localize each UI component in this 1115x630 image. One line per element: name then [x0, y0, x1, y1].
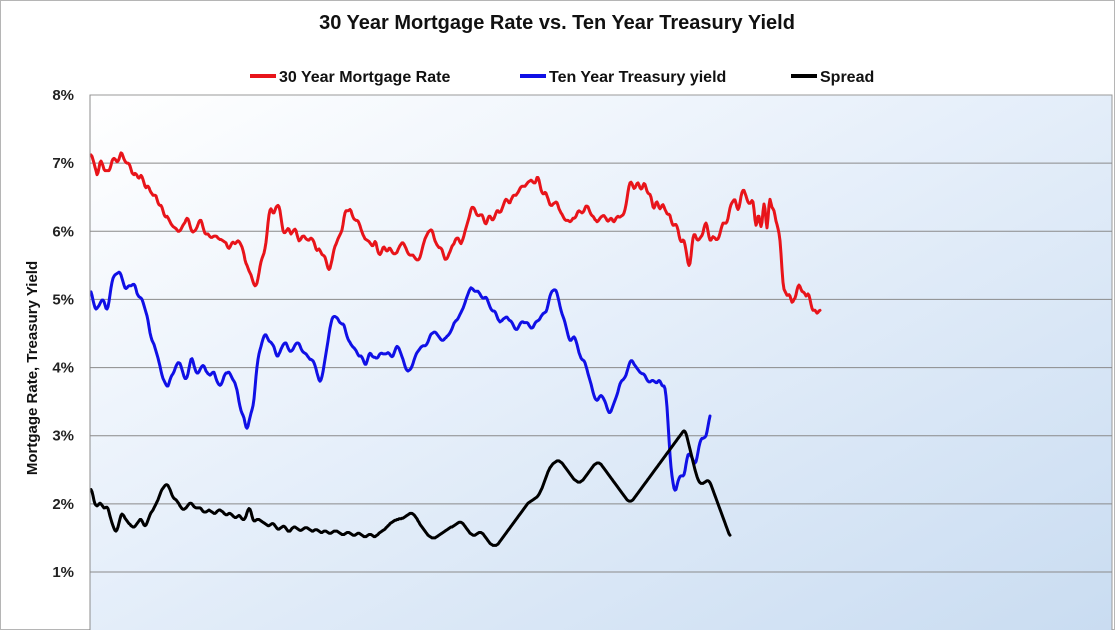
y-tick-label: 1% — [52, 564, 74, 581]
y-tick-label: 2% — [52, 496, 74, 513]
legend-item-mortgage: 30 Year Mortgage Rate — [250, 69, 450, 86]
series-line-treasury-yield — [89, 270, 712, 492]
y-tick-label: 3% — [52, 428, 74, 445]
legend-item-treasury: Ten Year Treasury yield — [520, 69, 726, 86]
series-line-spread — [89, 429, 732, 547]
legend-label-mortgage: 30 Year Mortgage Rate — [279, 69, 450, 86]
series-lines — [89, 151, 822, 547]
legend: 30 Year Mortgage Rate Ten Year Treasury … — [250, 69, 874, 86]
y-axis-label: Mortgage Rate, Treasury Yield — [24, 261, 41, 475]
gridlines — [90, 162, 1112, 573]
legend-label-spread: Spread — [820, 69, 874, 86]
y-tick-label: 6% — [52, 223, 74, 240]
legend-item-spread: Spread — [791, 69, 874, 86]
y-tick-label: 7% — [52, 155, 74, 172]
plot-area — [89, 94, 1113, 630]
y-tick-label: 8% — [52, 87, 74, 104]
y-tick-labels: 1% 2% 3% 4% 5% 6% 7% 8% — [52, 87, 74, 581]
chart-title: 30 Year Mortgage Rate vs. Ten Year Treas… — [319, 12, 795, 34]
y-tick-label: 4% — [52, 360, 74, 377]
legend-label-treasury: Ten Year Treasury yield — [549, 69, 726, 86]
y-tick-label: 5% — [52, 291, 74, 308]
series-line-mortgage-rate — [89, 151, 822, 315]
